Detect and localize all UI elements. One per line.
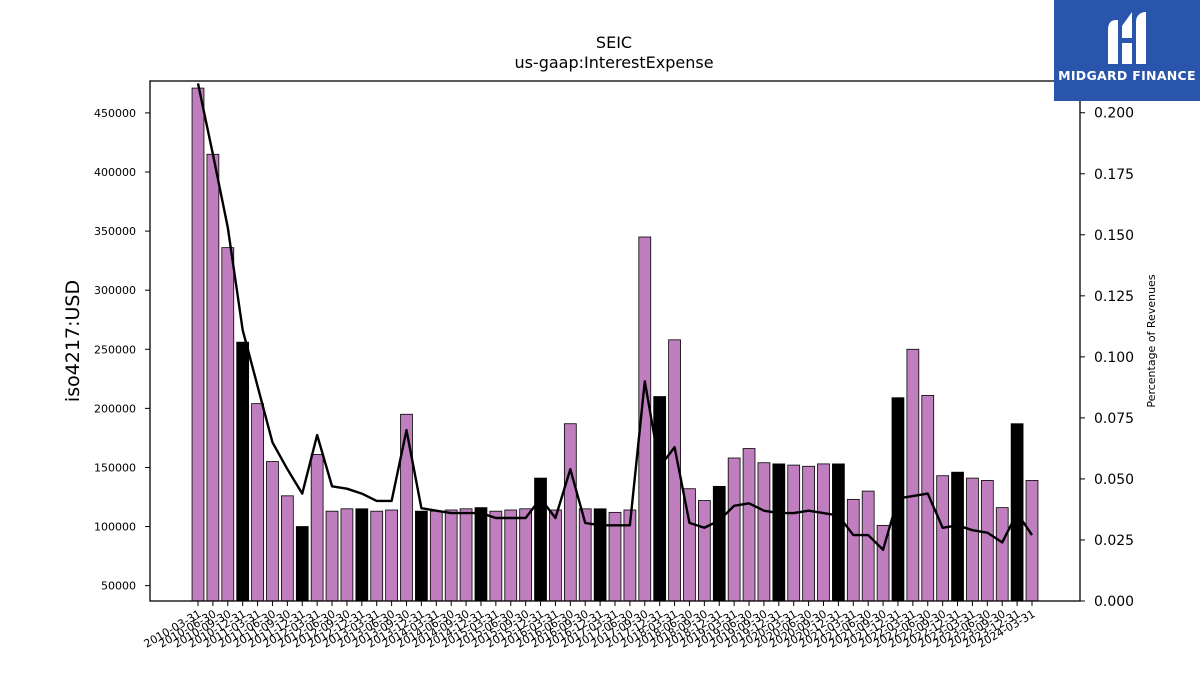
- bar-2018-12-31: [712, 485, 726, 602]
- bar-2020-09-30: [817, 463, 830, 602]
- bar-2020-03-31: [787, 464, 801, 602]
- right-tick-label: 0.100: [1094, 350, 1134, 366]
- bar-2011-03-31: [251, 403, 264, 602]
- bar-2016-03-31: [549, 509, 562, 602]
- midgard-finance-logo: MIDGARD FINANCE: [1054, 0, 1200, 101]
- x-axis-ticks: 2010-03-312010-06-302010-09-302010-12-31…: [142, 601, 1038, 651]
- right-tick-label: 0.075: [1094, 411, 1134, 427]
- bar-2020-06-30: [802, 465, 815, 602]
- ratio-line-layer: [196, 83, 1033, 551]
- bar-2014-12-31: [474, 507, 488, 602]
- bar-2013-12-31: [415, 510, 428, 602]
- percentage-of-revenues-line: [196, 83, 1033, 551]
- bar-2019-06-30: [742, 448, 756, 602]
- bar-2016-12-31: [593, 508, 607, 602]
- bar-2011-09-30: [280, 495, 294, 602]
- right-tick-label: 0.200: [1094, 106, 1134, 122]
- bar-2014-03-31: [429, 510, 443, 602]
- left-tick-label: 250000: [94, 343, 136, 356]
- right-axis-ticks: 0.000 0.025 0.050 0.075 0.100 0.125 0.150 0.175…: [1080, 106, 1134, 610]
- right-tick-label: 0.150: [1094, 228, 1134, 244]
- bar-2018-09-30: [698, 500, 711, 602]
- bar-2012-09-30: [340, 508, 354, 602]
- bar-2012-06-30: [325, 510, 339, 602]
- bar-2017-12-31: [653, 396, 667, 602]
- bar-2012-12-31: [355, 508, 369, 602]
- bar-2010-12-31: [236, 341, 250, 602]
- bar-2013-09-30: [400, 413, 413, 602]
- bar-2016-06-30: [563, 423, 577, 602]
- chart-subtitle: us-gaap:InterestExpense: [514, 53, 713, 72]
- right-tick-label: 0.025: [1094, 533, 1134, 549]
- bar-2010-09-30: [221, 247, 235, 602]
- left-tick-label: 300000: [94, 284, 136, 297]
- bar-2019-12-31: [772, 463, 786, 602]
- bar-2010-06-30: [206, 153, 220, 602]
- y-axis-label: iso4217:USD: [62, 280, 84, 402]
- bar-2019-03-31: [727, 457, 741, 602]
- left-tick-label: 400000: [94, 166, 136, 179]
- bar-2015-09-30: [519, 508, 533, 602]
- right-tick-label: 0.175: [1094, 167, 1134, 183]
- bar-2013-06-30: [385, 509, 398, 602]
- bar-2022-03-31: [906, 348, 920, 602]
- logo-text: MIDGARD FINANCE: [1058, 68, 1196, 83]
- left-tick-label: 100000: [94, 521, 136, 534]
- bar-2022-09-30: [936, 475, 950, 602]
- left-tick-label: 50000: [101, 580, 136, 593]
- bar-2013-03-31: [370, 510, 384, 602]
- bar-2024-03-31: [1025, 480, 1039, 602]
- right-tick-label: 0.125: [1094, 289, 1134, 305]
- plot-frame: [149, 80, 1081, 602]
- right-tick-label: 0.050: [1094, 472, 1134, 488]
- chart-title: SEIC: [596, 33, 632, 52]
- bar-2015-12-31: [534, 477, 547, 602]
- bar-2023-06-30: [980, 480, 994, 602]
- right-tick-label: 0.000: [1094, 594, 1134, 610]
- bar-2021-06-30: [861, 490, 875, 602]
- bar-2021-03-31: [846, 498, 860, 602]
- left-tick-label: 150000: [94, 461, 136, 474]
- bar-2011-06-30: [266, 461, 279, 602]
- bar-2015-06-30: [504, 509, 518, 602]
- bar-series: [191, 87, 1039, 602]
- bar-2019-09-30: [757, 462, 771, 602]
- bar-2023-09-30: [995, 507, 1009, 602]
- bar-2022-06-30: [921, 394, 935, 602]
- bar-2022-12-31: [951, 471, 964, 602]
- midgard-logo-icon: [1108, 12, 1146, 64]
- left-tick-label: 450000: [94, 107, 136, 120]
- bar-2012-03-31: [310, 454, 324, 602]
- bar-2020-12-31: [832, 463, 845, 602]
- y2-axis-label: Percentage of Revenues: [1145, 274, 1158, 407]
- bar-2023-03-31: [966, 477, 979, 602]
- bar-2010-03-31: [191, 87, 205, 602]
- bar-2014-09-30: [459, 508, 473, 602]
- left-tick-label: 200000: [94, 402, 136, 415]
- left-tick-label: 350000: [94, 225, 136, 238]
- bar-2011-12-31: [295, 526, 309, 602]
- bar-2014-06-30: [444, 509, 458, 602]
- left-axis-ticks: 50000 100000 150000 200000 250000 300000 35000…: [94, 107, 150, 593]
- bar-2015-03-31: [489, 510, 503, 602]
